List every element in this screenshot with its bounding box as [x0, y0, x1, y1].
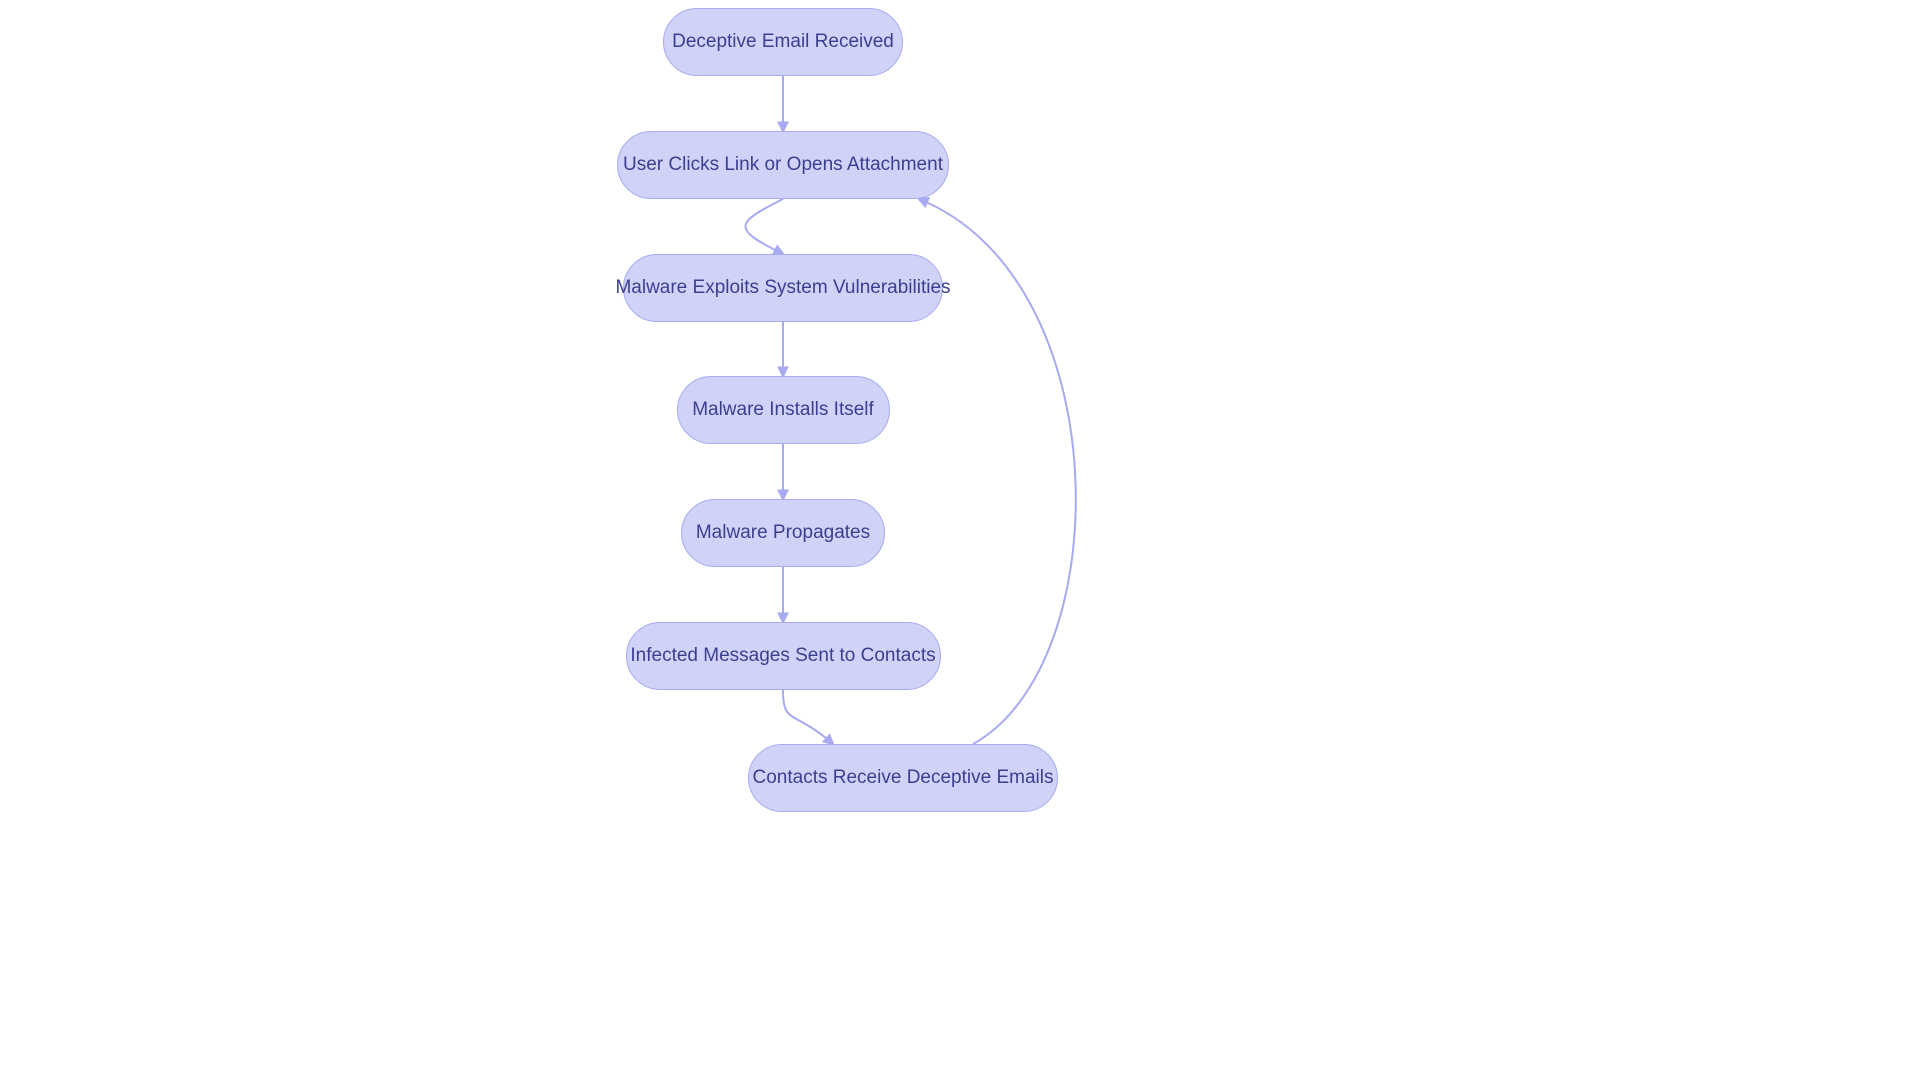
flowchart-node: Infected Messages Sent to Contacts: [626, 622, 941, 690]
flowchart-node: Contacts Receive Deceptive Emails: [748, 744, 1058, 812]
flowchart-node: User Clicks Link or Opens Attachment: [617, 131, 949, 199]
flowchart-node: Malware Installs Itself: [677, 376, 890, 444]
flowchart-node: Deceptive Email Received: [663, 8, 903, 76]
flowchart-node: Malware Exploits System Vulnerabilities: [623, 254, 943, 322]
flowchart-edges: [0, 0, 1920, 1080]
flowchart-node: Malware Propagates: [681, 499, 885, 567]
